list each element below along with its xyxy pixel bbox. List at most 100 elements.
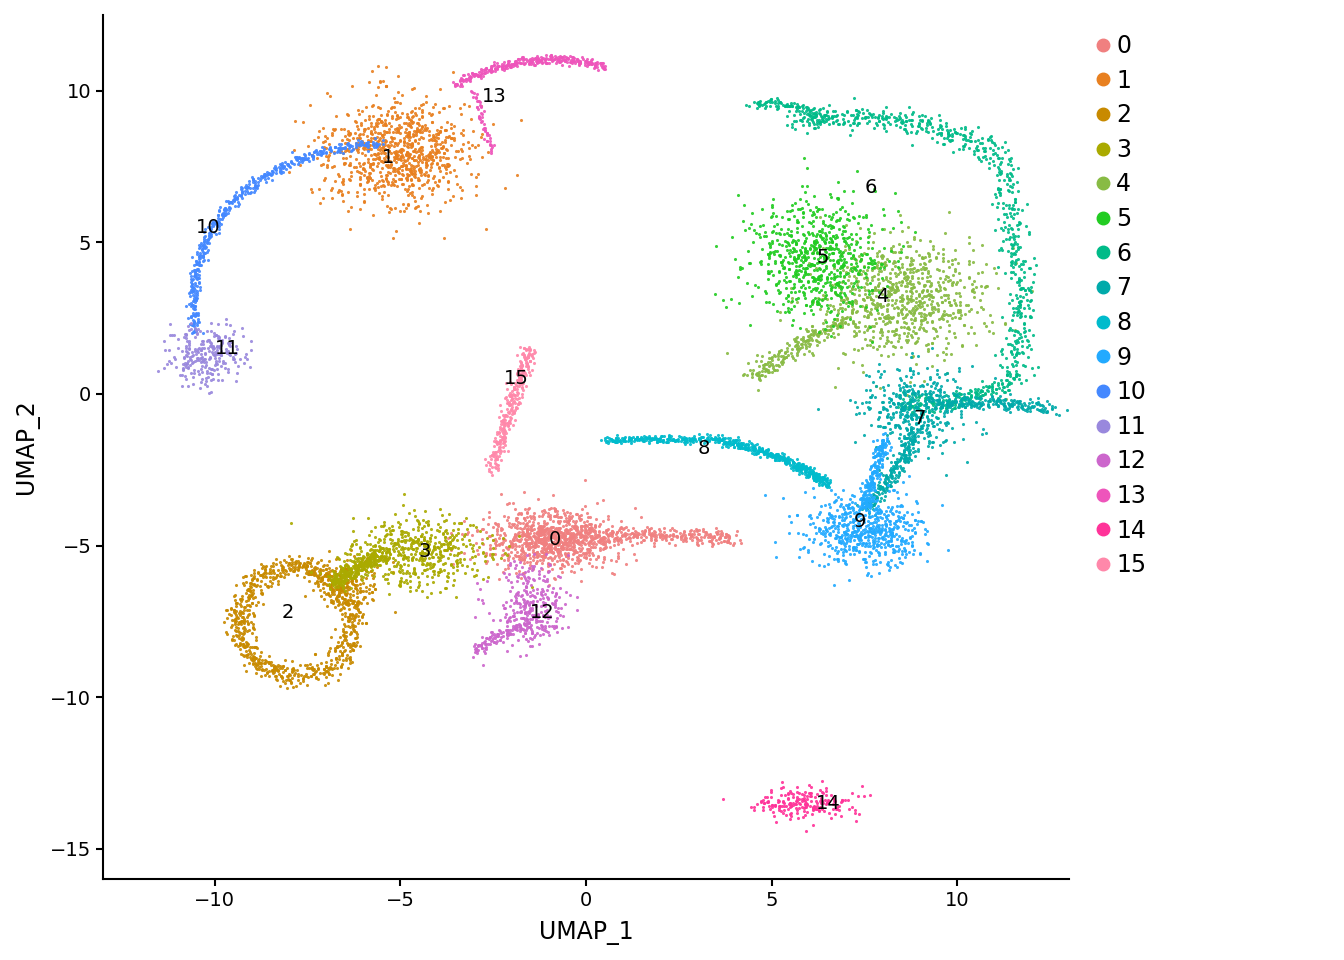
Point xyxy=(934,397,956,413)
Point xyxy=(325,599,347,614)
Point xyxy=(573,52,594,67)
Point xyxy=(813,332,835,348)
Point xyxy=(818,116,840,132)
Point xyxy=(226,190,247,205)
Point xyxy=(288,562,309,577)
Point xyxy=(233,638,254,654)
Point xyxy=(1001,312,1023,327)
Point xyxy=(914,386,935,401)
Point xyxy=(895,369,917,384)
Point xyxy=(903,367,925,382)
Point xyxy=(937,273,958,288)
Point xyxy=(769,449,790,465)
Point xyxy=(452,79,473,94)
Point xyxy=(552,536,574,551)
Point xyxy=(405,547,426,563)
Point xyxy=(438,569,460,585)
Point xyxy=(426,155,448,170)
Point xyxy=(519,600,540,615)
Point xyxy=(999,374,1020,390)
Point xyxy=(495,438,516,453)
Point xyxy=(456,71,477,86)
Point xyxy=(535,536,556,551)
Point xyxy=(851,248,872,263)
Point xyxy=(687,531,708,546)
Point xyxy=(918,402,939,418)
Point xyxy=(840,117,862,132)
Point xyxy=(249,173,270,188)
Point xyxy=(753,357,774,372)
Point xyxy=(492,408,513,423)
Point xyxy=(726,436,747,451)
Point xyxy=(829,534,851,549)
Point xyxy=(827,319,848,334)
Point xyxy=(358,546,379,562)
Point xyxy=(589,524,610,540)
Point xyxy=(499,59,520,74)
Point xyxy=(895,332,917,348)
Point xyxy=(882,281,903,297)
Point xyxy=(353,123,375,138)
Point xyxy=(888,430,910,445)
Point xyxy=(900,253,922,269)
Point xyxy=(538,526,559,541)
Point xyxy=(407,531,429,546)
Point xyxy=(583,60,605,75)
Point xyxy=(477,531,499,546)
Point xyxy=(809,557,831,572)
Point xyxy=(883,327,905,343)
Point xyxy=(528,524,550,540)
Point xyxy=(900,422,922,438)
Point xyxy=(384,201,406,216)
Point xyxy=(667,530,688,545)
Point xyxy=(872,432,894,447)
Point xyxy=(468,591,489,607)
Point xyxy=(1009,298,1031,313)
Point xyxy=(1008,273,1030,288)
Point xyxy=(421,569,442,585)
Point xyxy=(180,269,202,284)
Point xyxy=(406,543,427,559)
Point xyxy=(375,133,396,149)
Point xyxy=(891,256,913,272)
Point xyxy=(317,585,339,600)
Point xyxy=(679,430,700,445)
Point xyxy=(526,586,547,601)
Point xyxy=(699,428,720,444)
Point xyxy=(816,472,837,488)
Point xyxy=(395,157,417,173)
Point xyxy=(504,528,526,543)
Point xyxy=(386,137,407,153)
Point xyxy=(1008,346,1030,361)
Point xyxy=(569,547,590,563)
Point xyxy=(367,138,388,154)
Point xyxy=(435,156,457,172)
Point xyxy=(896,234,918,250)
Point xyxy=(515,584,536,599)
Point xyxy=(1017,282,1039,298)
Point xyxy=(1001,253,1023,269)
Point xyxy=(328,597,349,612)
Point xyxy=(910,514,931,529)
Point xyxy=(513,346,535,361)
Point xyxy=(296,152,317,167)
Point xyxy=(230,596,251,612)
Point xyxy=(780,460,801,475)
Point xyxy=(935,366,957,381)
Point xyxy=(900,410,922,425)
Point xyxy=(906,390,927,405)
Point xyxy=(948,396,969,412)
Point xyxy=(765,797,786,812)
Point xyxy=(266,660,288,675)
Point xyxy=(875,521,896,537)
Point xyxy=(532,509,554,524)
Point xyxy=(935,387,957,402)
Point xyxy=(852,292,874,307)
Point xyxy=(347,561,368,576)
Point xyxy=(935,269,957,284)
Point xyxy=(312,190,333,205)
Point xyxy=(191,347,212,362)
Point xyxy=(504,561,526,576)
Point xyxy=(582,531,603,546)
Point xyxy=(926,417,948,432)
